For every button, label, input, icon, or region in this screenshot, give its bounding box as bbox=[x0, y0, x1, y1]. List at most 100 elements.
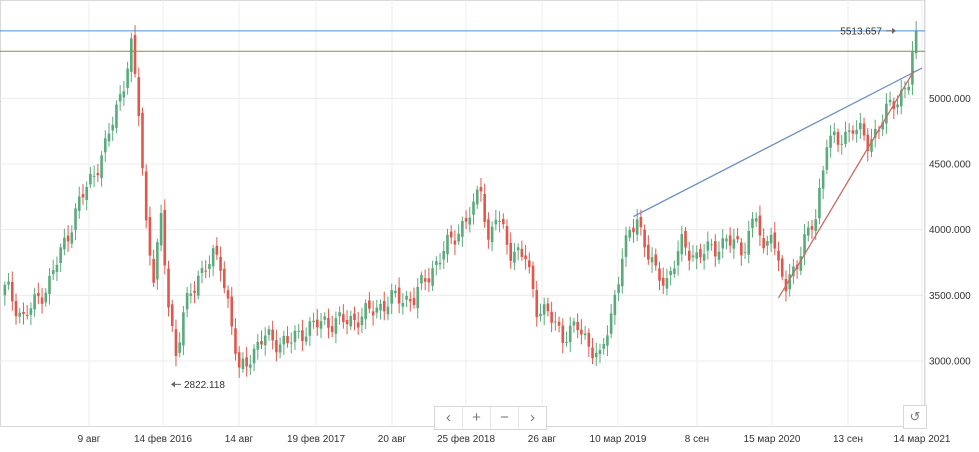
candle bbox=[647, 235, 650, 265]
candle bbox=[464, 210, 468, 230]
candle-body bbox=[602, 344, 606, 349]
candle-body bbox=[535, 290, 539, 318]
candle bbox=[44, 288, 48, 307]
candle bbox=[866, 128, 870, 162]
candle bbox=[48, 268, 51, 305]
candle bbox=[505, 219, 509, 255]
candle bbox=[490, 221, 494, 252]
candle-body bbox=[260, 340, 263, 345]
candle-body bbox=[914, 30, 918, 54]
candle-body bbox=[732, 239, 736, 249]
y-tick-label: 4000.000 bbox=[929, 225, 971, 236]
x-tick-label: 14 мар 2021 bbox=[894, 434, 951, 445]
axis-panel bbox=[925, 0, 979, 452]
candle bbox=[356, 312, 360, 335]
candle-body bbox=[713, 241, 717, 257]
candle bbox=[542, 297, 546, 326]
candle-body bbox=[594, 352, 598, 358]
candle bbox=[509, 232, 513, 269]
x-tick-label: 9 авг bbox=[78, 434, 101, 445]
candle bbox=[479, 177, 483, 202]
candle bbox=[494, 209, 498, 231]
candle-body bbox=[899, 90, 903, 107]
candle-body bbox=[550, 311, 553, 323]
candle bbox=[695, 245, 698, 270]
candle-body bbox=[687, 250, 691, 261]
candle bbox=[903, 81, 907, 99]
candle-body bbox=[587, 332, 591, 347]
candle-body bbox=[501, 218, 505, 225]
candle-body bbox=[200, 268, 204, 273]
candle bbox=[736, 228, 739, 244]
candle-body bbox=[531, 265, 535, 290]
candle bbox=[583, 325, 587, 340]
candle-body bbox=[576, 321, 579, 331]
candle bbox=[141, 107, 144, 176]
candle-body bbox=[836, 131, 840, 145]
candle bbox=[260, 330, 263, 349]
candle-body bbox=[364, 303, 367, 320]
candle-body bbox=[821, 170, 825, 189]
scroll-left-button[interactable]: ‹ bbox=[435, 407, 463, 429]
candle bbox=[152, 249, 155, 288]
candle-body bbox=[643, 229, 646, 248]
candle bbox=[96, 163, 100, 182]
candle-body bbox=[728, 235, 732, 246]
grid-lines bbox=[0, 0, 925, 427]
candle bbox=[323, 312, 327, 325]
candle bbox=[658, 261, 661, 291]
candle-body bbox=[10, 281, 14, 302]
candle bbox=[483, 183, 486, 228]
candle bbox=[405, 290, 408, 308]
reset-zoom-button[interactable]: ↺ bbox=[903, 405, 927, 429]
candle bbox=[885, 93, 888, 134]
candle-body bbox=[844, 131, 847, 144]
candle bbox=[334, 311, 338, 344]
candle-body bbox=[751, 218, 754, 229]
candle-body bbox=[691, 255, 695, 258]
candle-body bbox=[397, 287, 401, 304]
candle-body bbox=[606, 335, 609, 346]
candle-body bbox=[256, 341, 260, 350]
zoom-in-button[interactable]: + bbox=[463, 407, 491, 429]
candle bbox=[535, 280, 539, 327]
candle-body bbox=[479, 186, 483, 192]
candle bbox=[524, 244, 527, 270]
candle bbox=[859, 112, 862, 139]
candle bbox=[111, 116, 115, 141]
candle-body bbox=[297, 330, 301, 332]
candle bbox=[174, 319, 178, 367]
candle bbox=[74, 203, 77, 240]
candle-body bbox=[74, 208, 77, 231]
y-tick-label: 3000.000 bbox=[929, 357, 971, 368]
candle bbox=[29, 302, 33, 326]
candle bbox=[208, 255, 211, 278]
candle-body bbox=[89, 173, 92, 185]
candle bbox=[237, 346, 241, 378]
y-tick-label: 4500.000 bbox=[929, 159, 971, 170]
candle-body bbox=[847, 130, 851, 132]
candle-body bbox=[453, 240, 457, 245]
candle bbox=[613, 289, 617, 325]
scroll-right-button[interactable]: › bbox=[530, 409, 535, 426]
candle bbox=[907, 81, 911, 95]
candle bbox=[185, 286, 189, 318]
candle bbox=[710, 238, 713, 251]
candle-body bbox=[356, 322, 360, 328]
candle bbox=[806, 221, 810, 242]
x-tick-label: 8 сен bbox=[685, 434, 709, 445]
candle-body bbox=[762, 238, 765, 249]
zoom-out-button[interactable]: − bbox=[491, 407, 519, 429]
candle-body bbox=[382, 301, 386, 312]
candle bbox=[446, 228, 449, 263]
candle bbox=[137, 67, 141, 127]
candle-body bbox=[580, 329, 583, 335]
candle-body bbox=[572, 321, 576, 326]
candle bbox=[654, 248, 658, 271]
candle-body bbox=[650, 257, 654, 263]
low-price-annotation: 2822.118 bbox=[184, 380, 225, 391]
candle bbox=[368, 292, 371, 314]
candle-body bbox=[278, 344, 282, 353]
candle-body bbox=[92, 175, 96, 177]
